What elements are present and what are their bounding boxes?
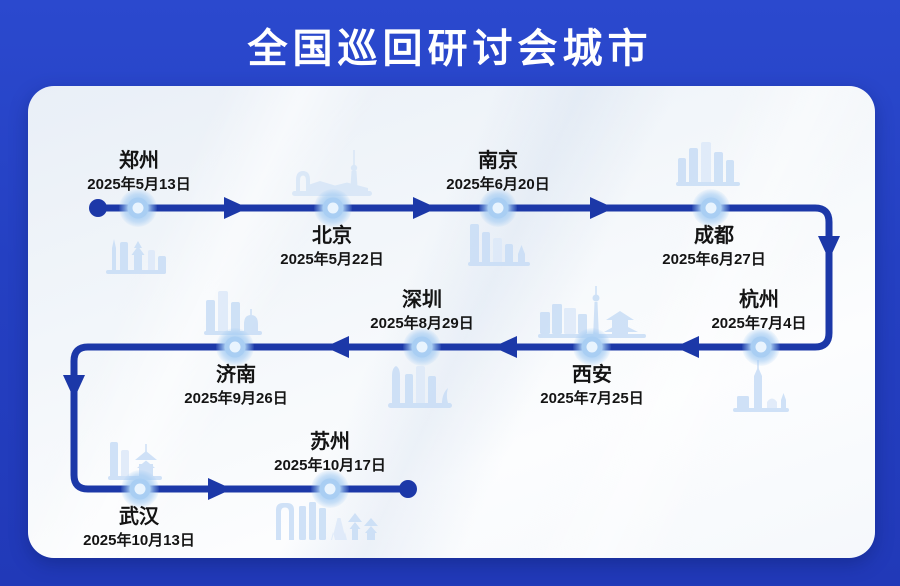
city-name: 杭州 — [739, 289, 779, 311]
stop-label-hangzhou: 杭州 2025年7月4日 — [711, 288, 806, 334]
stop-label-xian: 西安 2025年7月25日 — [540, 363, 643, 409]
route-arrow-icon — [590, 197, 614, 219]
nanjing-skyline-icon — [468, 224, 530, 266]
city-date: 2025年5月22日 — [280, 251, 384, 268]
city-node-icon — [573, 328, 611, 366]
city-name: 济南 — [216, 364, 256, 386]
city-name: 苏州 — [310, 431, 350, 453]
city-date: 2025年6月27日 — [662, 251, 766, 268]
city-name: 深圳 — [402, 289, 442, 311]
city-name: 北京 — [312, 225, 352, 247]
shenzhen-skyline-icon — [388, 366, 452, 408]
zhengzhou-skyline-icon — [106, 239, 166, 274]
stop-label-shenzhen: 深圳 2025年8月29日 — [370, 288, 473, 334]
stop-label-suzhou: 苏州 2025年10月17日 — [274, 430, 386, 476]
city-node-icon — [121, 470, 159, 508]
city-date: 2025年7月4日 — [711, 315, 807, 332]
route-arrow-icon — [818, 236, 840, 260]
city-date: 2025年10月17日 — [274, 457, 386, 474]
route-arrow-icon — [675, 336, 699, 358]
stop-label-beijing: 北京 2025年5月22日 — [280, 224, 383, 270]
route-arrow-icon — [493, 336, 517, 358]
city-node-icon — [311, 470, 349, 508]
route-path — [70, 204, 833, 493]
city-name: 成都 — [694, 225, 734, 247]
stop-label-wuhan: 武汉 2025年10月13日 — [83, 505, 195, 551]
city-date: 2025年9月26日 — [184, 390, 288, 407]
city-name: 南京 — [478, 150, 518, 172]
city-node-icon — [216, 328, 254, 366]
city-date: 2025年8月29日 — [370, 315, 474, 332]
city-node-icon — [119, 189, 157, 227]
route-arrow-icon — [325, 336, 349, 358]
city-date: 2025年7月25日 — [540, 390, 644, 407]
stop-label-chengdu: 成都 2025年6月27日 — [662, 224, 765, 270]
city-node-icon — [742, 328, 780, 366]
route-start-dot — [89, 199, 107, 217]
page-title: 全国巡回研讨会城市 — [247, 27, 653, 71]
city-name: 西安 — [572, 364, 612, 386]
route-arrow-icon — [413, 197, 437, 219]
suzhou-skyline-icon — [276, 502, 378, 540]
city-date: 2025年10月13日 — [83, 532, 195, 549]
city-node-icon — [479, 189, 517, 227]
route-arrow-icon — [208, 478, 232, 500]
city-name: 武汉 — [119, 506, 159, 528]
city-node-icon — [692, 189, 730, 227]
route-arrow-icon — [224, 197, 248, 219]
chengdu-skyline-icon — [676, 142, 740, 186]
city-node-icon — [403, 328, 441, 366]
city-node-icon — [314, 189, 352, 227]
route-end-dot — [399, 480, 417, 498]
city-name: 郑州 — [119, 150, 159, 172]
city-date: 2025年5月13日 — [87, 176, 191, 193]
city-date: 2025年6月20日 — [446, 176, 550, 193]
stop-label-zhengzhou: 郑州 2025年5月13日 — [87, 149, 190, 195]
route-arrow-icon — [63, 375, 85, 399]
stop-label-nanjing: 南京 2025年6月20日 — [446, 149, 549, 195]
stop-label-jinan: 济南 2025年9月26日 — [184, 363, 287, 409]
